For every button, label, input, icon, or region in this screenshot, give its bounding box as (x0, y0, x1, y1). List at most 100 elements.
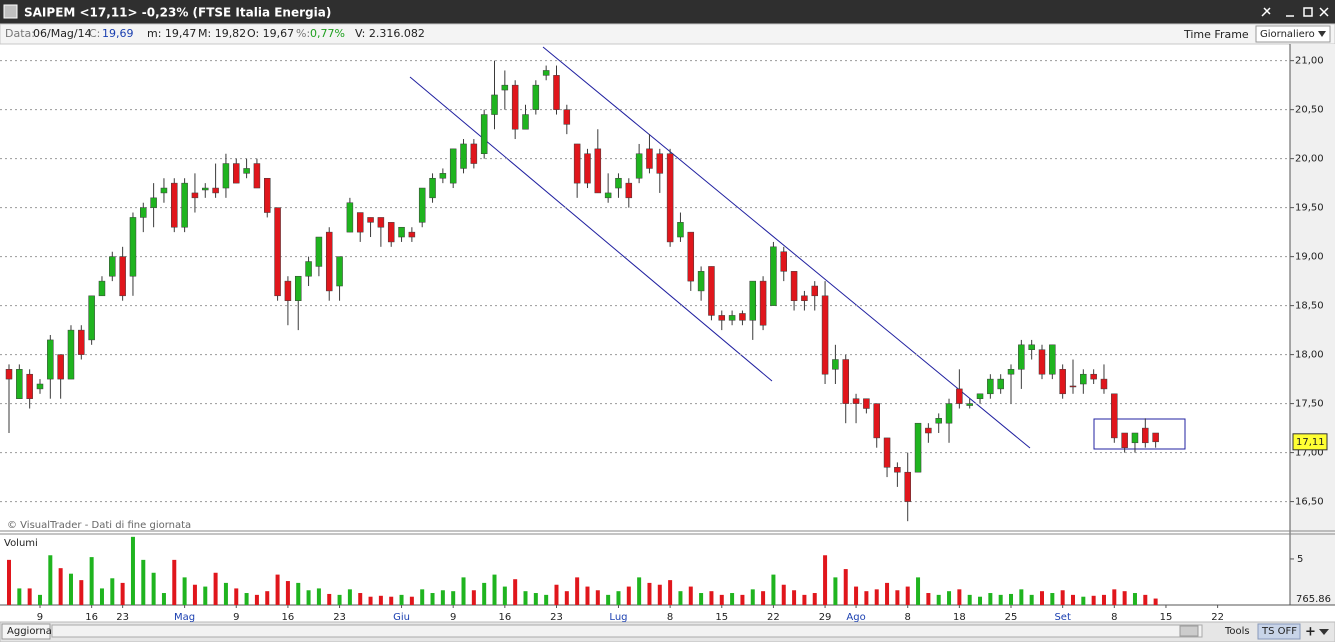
candle-body (109, 256, 116, 277)
candle-body (325, 231, 333, 292)
candle-body (646, 148, 653, 169)
candle-body (904, 471, 911, 502)
volume-bar (823, 555, 828, 605)
ts-button[interactable] (1257, 623, 1301, 640)
volume-bar (1029, 594, 1034, 605)
volume-bar (1132, 593, 1137, 605)
candle-body (770, 246, 777, 306)
x-tick-label: Giu (393, 612, 410, 623)
candle-body (666, 153, 674, 243)
candle-body (997, 378, 1004, 390)
candle-body (418, 187, 426, 223)
scrollbar[interactable] (51, 624, 1203, 638)
candle-body (1100, 378, 1108, 390)
candle-body (1080, 373, 1087, 385)
volume-bar (120, 582, 125, 605)
x-tick-label: 25 (1005, 612, 1018, 623)
volume-bar (709, 591, 714, 605)
volume-bar (430, 593, 435, 605)
candle-body (160, 187, 168, 194)
candle-body (966, 403, 973, 406)
candle-body (1038, 349, 1046, 375)
app-icon (3, 4, 18, 19)
candle-body (1142, 427, 1149, 444)
refresh-button[interactable] (1, 623, 51, 640)
candle-body (687, 231, 695, 282)
candle-body (883, 437, 891, 468)
volume-bar (761, 591, 766, 605)
window-buttons[interactable] (1261, 7, 1329, 17)
candle-body (346, 202, 354, 233)
scroll-thumb[interactable] (1179, 625, 1199, 637)
volume-bar (647, 582, 652, 605)
y-tick-label: 17,00 (1295, 448, 1324, 459)
volume-bar (420, 589, 425, 605)
volume-bar (513, 579, 518, 605)
refresh-label[interactable]: Aggiorna (7, 626, 52, 637)
volume-bar (947, 591, 952, 605)
candle-body (470, 143, 478, 164)
candle-body (873, 403, 880, 439)
highlight-box[interactable] (1093, 418, 1186, 450)
x-tick-label: 22 (767, 612, 780, 623)
volume-bar (440, 590, 445, 605)
candle-body (718, 315, 726, 321)
candle-body (1059, 369, 1066, 395)
volume-bar (854, 586, 859, 605)
maximize-button[interactable] (1303, 7, 1313, 17)
candle-body (429, 177, 436, 199)
volume-bar (802, 594, 807, 605)
candle-body (987, 378, 994, 395)
volume-bar (58, 568, 63, 605)
volume-bar (978, 596, 983, 605)
trend-line[interactable] (409, 76, 773, 382)
volume-bar (482, 582, 487, 605)
volume-bar (678, 591, 683, 605)
close-label: C: (89, 27, 100, 40)
min-value: m: 19,47 (147, 27, 196, 40)
candle-body (47, 339, 54, 380)
trend-line[interactable] (542, 46, 1031, 449)
volume-bar (740, 594, 745, 605)
candle-body (553, 75, 560, 110)
ts-label[interactable]: TS OFF (1261, 626, 1297, 637)
add-button[interactable]: + (1305, 625, 1316, 640)
candle-body (749, 280, 757, 321)
dropdown-arrow[interactable] (1318, 31, 1326, 37)
volume-bar (730, 593, 735, 605)
volume-bar (182, 577, 187, 605)
close-button[interactable] (1319, 7, 1329, 17)
info-bar (0, 23, 1335, 45)
volume-bar (1143, 594, 1148, 605)
candle-body (181, 182, 188, 228)
menu-arrow[interactable] (1319, 629, 1329, 635)
candle-body (811, 285, 818, 297)
time-frame-value[interactable]: Giornaliero (1260, 29, 1315, 40)
time-frame-select[interactable] (1255, 25, 1331, 43)
x-tick-label: 8 (667, 612, 673, 623)
x-tick-label: 9 (450, 612, 456, 623)
x-tick-label: 15 (1160, 612, 1173, 623)
candle-body (790, 271, 798, 301)
credit: © VisualTrader - Dati di fine giornata (7, 520, 191, 531)
volume-bar (575, 577, 580, 605)
volume-bar (368, 596, 373, 605)
volume-bar (399, 594, 404, 605)
x-tick-label: 15 (715, 612, 728, 623)
volume-bar (1060, 590, 1065, 605)
tools-label[interactable]: Tools (1224, 626, 1250, 637)
tool-button[interactable] (1261, 7, 1271, 17)
volume-bar (771, 574, 776, 605)
x-tick-label: 23 (116, 612, 129, 623)
candle-body (925, 427, 932, 434)
volume-bar (792, 590, 797, 605)
candle-body (1152, 432, 1159, 443)
volume-value: V: 2.316.082 (355, 27, 425, 40)
candle-body (914, 422, 922, 473)
candle-body (5, 369, 13, 380)
candle-body (36, 383, 44, 390)
volume-bar (585, 586, 590, 605)
last-price-label: 17,11 (1296, 437, 1325, 448)
